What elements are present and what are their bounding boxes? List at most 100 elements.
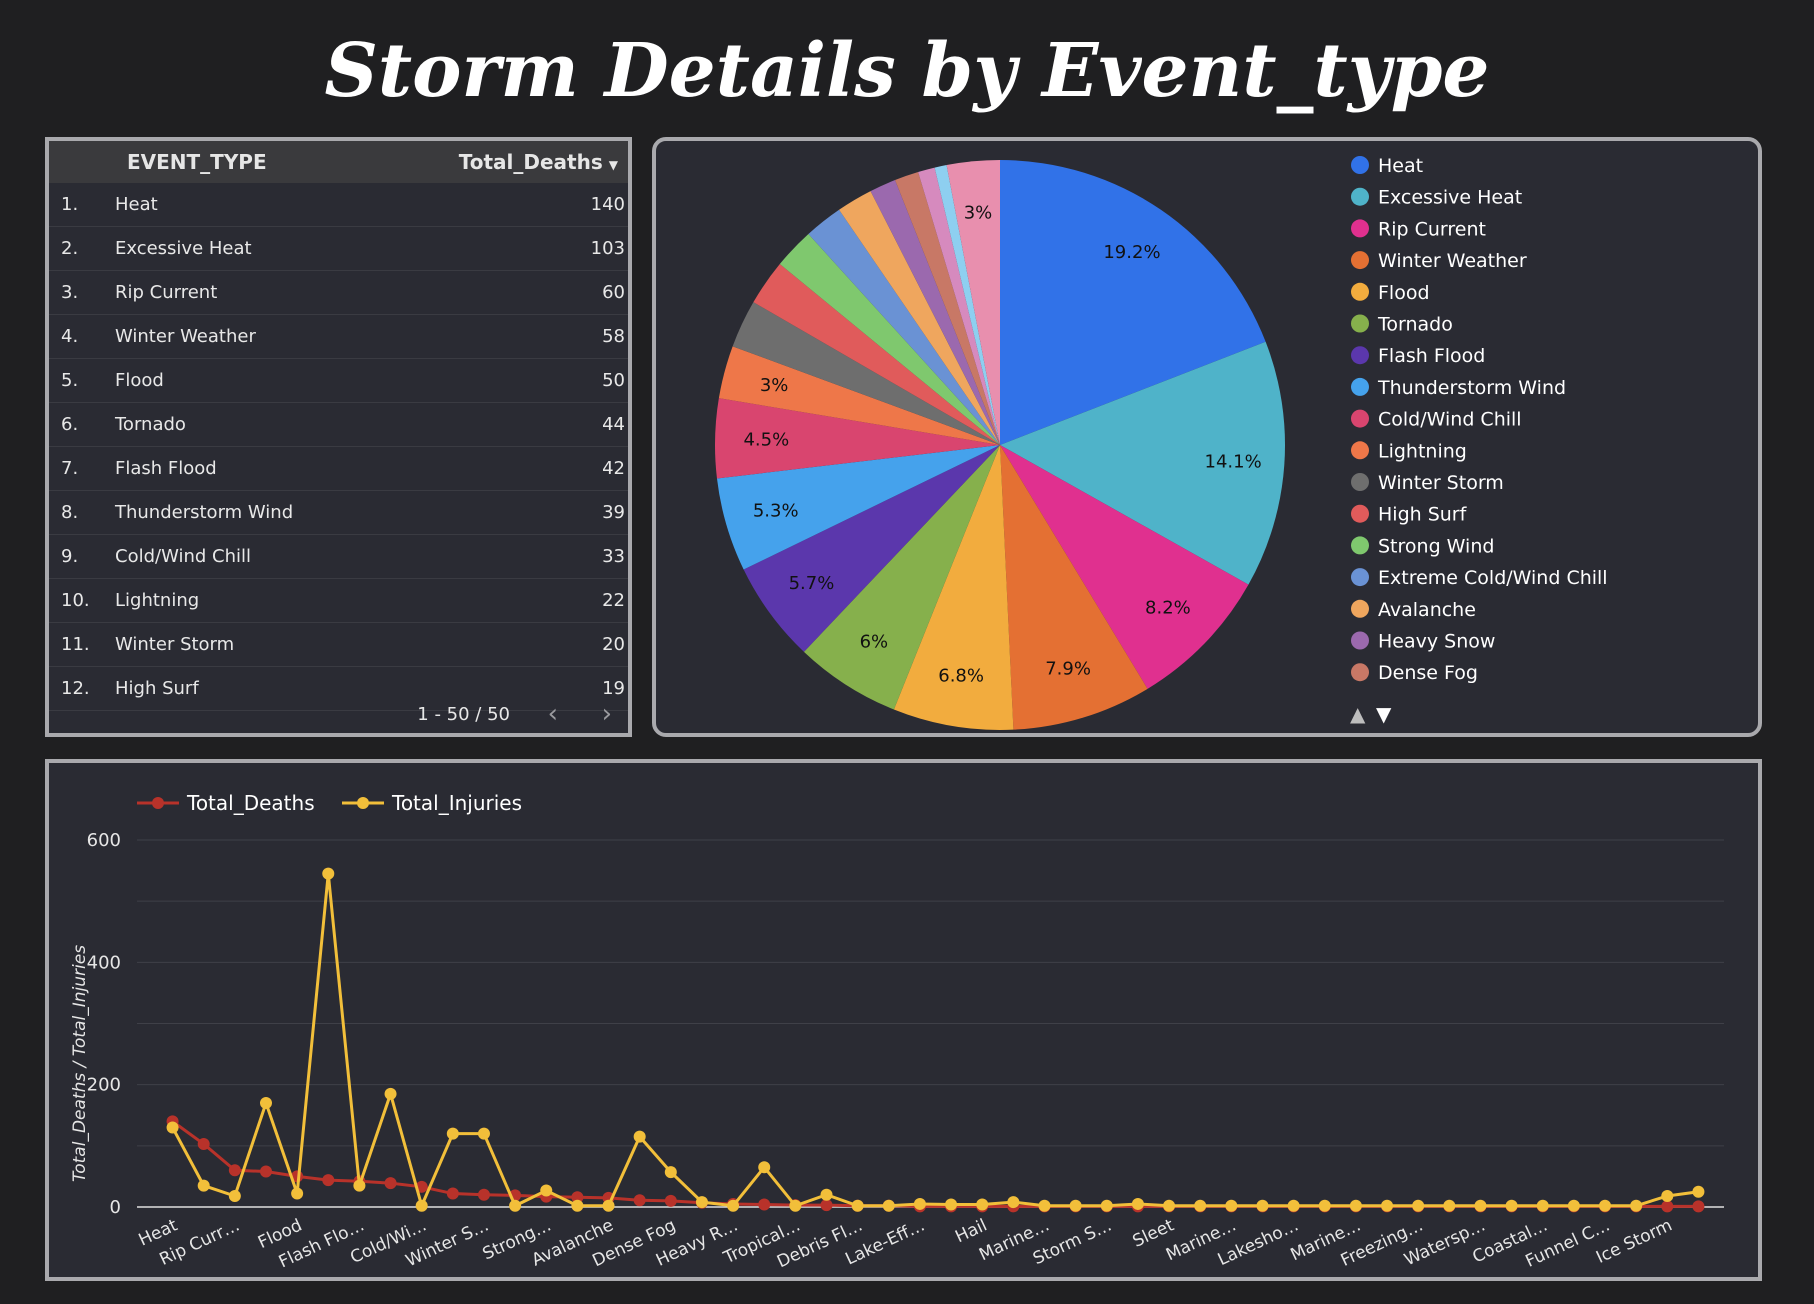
pie-slice[interactable] bbox=[1000, 341, 1285, 585]
data-point[interactable] bbox=[477, 1188, 490, 1201]
pie-slice[interactable] bbox=[870, 180, 1000, 446]
pie-slice[interactable] bbox=[779, 233, 1000, 445]
data-point[interactable] bbox=[664, 1166, 677, 1179]
data-point[interactable] bbox=[384, 1177, 397, 1190]
data-point[interactable] bbox=[1661, 1189, 1674, 1202]
legend-item[interactable]: Extreme Cold/Wind Chill bbox=[1351, 567, 1608, 589]
data-point[interactable] bbox=[259, 1097, 272, 1110]
data-point[interactable] bbox=[477, 1127, 490, 1140]
data-point[interactable] bbox=[540, 1184, 553, 1197]
data-point[interactable] bbox=[166, 1121, 179, 1134]
pie-slice[interactable] bbox=[918, 167, 1000, 445]
data-point[interactable] bbox=[1287, 1199, 1300, 1212]
pie-slice[interactable] bbox=[716, 445, 1000, 570]
data-point[interactable] bbox=[1349, 1199, 1362, 1212]
data-point[interactable] bbox=[758, 1161, 771, 1174]
data-point[interactable] bbox=[1661, 1200, 1674, 1213]
data-point[interactable] bbox=[322, 867, 335, 880]
pie-slice[interactable] bbox=[934, 165, 1000, 445]
data-point[interactable] bbox=[322, 1174, 335, 1187]
legend-item[interactable]: Avalanche bbox=[1351, 599, 1476, 621]
legend-item[interactable]: Thunderstorm Wind bbox=[1351, 377, 1566, 399]
data-point[interactable] bbox=[1692, 1200, 1705, 1213]
data-point[interactable] bbox=[1599, 1199, 1612, 1212]
table-row[interactable]: 6. Tornado 44 bbox=[49, 403, 628, 447]
data-point[interactable] bbox=[197, 1137, 210, 1150]
data-point[interactable] bbox=[1692, 1185, 1705, 1198]
legend-item[interactable]: Strong Wind bbox=[1351, 535, 1494, 557]
data-point[interactable] bbox=[664, 1194, 677, 1207]
data-point[interactable] bbox=[1630, 1199, 1643, 1212]
data-point[interactable] bbox=[602, 1199, 615, 1212]
data-point[interactable] bbox=[415, 1199, 428, 1212]
next-page-icon[interactable]: › bbox=[601, 699, 612, 729]
data-point[interactable] bbox=[851, 1199, 864, 1212]
data-point[interactable] bbox=[571, 1191, 584, 1204]
data-point[interactable] bbox=[820, 1188, 833, 1201]
pie-slice[interactable] bbox=[1000, 445, 1249, 689]
legend-item[interactable]: Rip Current bbox=[1351, 218, 1486, 240]
pie-slice[interactable] bbox=[946, 160, 1000, 445]
legend-item[interactable]: Tornado bbox=[1351, 314, 1453, 336]
pie-slice[interactable] bbox=[1000, 445, 1148, 730]
legend-item[interactable]: Lightning bbox=[1351, 440, 1467, 462]
data-point[interactable] bbox=[1381, 1199, 1394, 1212]
legend-item[interactable]: Heat bbox=[1351, 155, 1423, 177]
data-point[interactable] bbox=[1194, 1199, 1207, 1212]
pie-slice[interactable] bbox=[743, 445, 1000, 652]
legend-up-icon[interactable]: ▲ bbox=[1350, 702, 1366, 726]
legend-item[interactable]: High Surf bbox=[1351, 504, 1468, 526]
data-point[interactable] bbox=[384, 1087, 397, 1100]
pie-slice[interactable] bbox=[808, 209, 1000, 445]
data-point[interactable] bbox=[1318, 1199, 1331, 1212]
column-header-total-deaths[interactable]: Total_Deaths ▼ bbox=[459, 150, 618, 174]
data-point[interactable] bbox=[1069, 1199, 1082, 1212]
legend-item[interactable]: Excessive Heat bbox=[1351, 187, 1522, 209]
pie-slice[interactable] bbox=[839, 191, 1000, 445]
pie-slice[interactable] bbox=[732, 302, 1000, 445]
data-point[interactable] bbox=[1256, 1199, 1269, 1212]
data-point[interactable] bbox=[913, 1197, 926, 1210]
table-row[interactable]: 9. Cold/Wind Chill 33 bbox=[49, 535, 628, 579]
data-point[interactable] bbox=[571, 1199, 584, 1212]
line-legend-item[interactable]: Total_Injuries bbox=[342, 791, 522, 815]
pie-slice[interactable] bbox=[1000, 160, 1266, 445]
data-point[interactable] bbox=[727, 1199, 740, 1212]
pie-slice[interactable] bbox=[803, 445, 1000, 710]
column-header-event-type[interactable]: EVENT_TYPE bbox=[127, 150, 267, 174]
legend-item[interactable]: Winter Storm bbox=[1351, 472, 1504, 494]
pie-slice[interactable] bbox=[718, 346, 1000, 445]
data-point[interactable] bbox=[1505, 1199, 1518, 1212]
pie-slice[interactable] bbox=[715, 398, 1000, 479]
pie-slice[interactable] bbox=[893, 445, 1014, 730]
data-point[interactable] bbox=[197, 1179, 210, 1192]
table-row[interactable]: 5. Flood 50 bbox=[49, 359, 628, 403]
data-point[interactable] bbox=[1100, 1199, 1113, 1212]
data-point[interactable] bbox=[633, 1194, 646, 1207]
data-point[interactable] bbox=[353, 1179, 366, 1192]
prev-page-icon[interactable]: ‹ bbox=[547, 699, 558, 729]
data-point[interactable] bbox=[1225, 1199, 1238, 1212]
data-point[interactable] bbox=[509, 1199, 522, 1212]
data-point[interactable] bbox=[446, 1127, 459, 1140]
legend-item[interactable]: Winter Weather bbox=[1351, 250, 1527, 272]
data-point[interactable] bbox=[446, 1187, 459, 1200]
legend-item[interactable]: Flood bbox=[1351, 282, 1430, 304]
data-point[interactable] bbox=[633, 1130, 646, 1143]
table-row[interactable]: 11. Winter Storm 20 bbox=[49, 623, 628, 667]
data-point[interactable] bbox=[1412, 1199, 1425, 1212]
data-point[interactable] bbox=[758, 1198, 771, 1211]
data-point[interactable] bbox=[1163, 1199, 1176, 1212]
data-point[interactable] bbox=[228, 1189, 241, 1202]
table-row[interactable]: 8. Thunderstorm Wind 39 bbox=[49, 491, 628, 535]
data-point[interactable] bbox=[1567, 1199, 1580, 1212]
data-point[interactable] bbox=[1038, 1199, 1051, 1212]
data-point[interactable] bbox=[259, 1165, 272, 1178]
data-point[interactable] bbox=[789, 1199, 802, 1212]
data-point[interactable] bbox=[1474, 1199, 1487, 1212]
legend-item[interactable]: Flash Flood bbox=[1351, 345, 1485, 367]
data-point[interactable] bbox=[976, 1198, 989, 1211]
pie-slice[interactable] bbox=[895, 172, 1000, 446]
table-row[interactable]: 12. High Surf 19 bbox=[49, 667, 628, 711]
pie-slice[interactable] bbox=[753, 264, 1000, 445]
